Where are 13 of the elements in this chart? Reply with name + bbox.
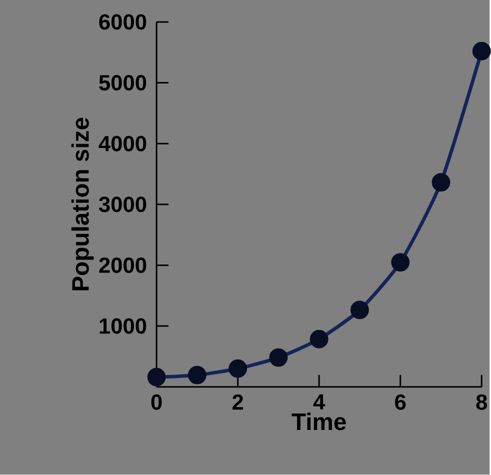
y-tick-label: 6000 (99, 14, 146, 30)
x-tick-label: 6 (395, 394, 406, 410)
y-tick-label: 5000 (99, 75, 146, 91)
x-tick-label: 0 (151, 394, 162, 410)
x-tick-label: 4 (313, 394, 326, 410)
y-tick-label: 3000 (98, 196, 146, 212)
x-axis-title: Time (292, 412, 346, 430)
y-tick-label: 2000 (99, 258, 146, 274)
y-tick-label: 4000 (98, 136, 146, 152)
x-tick-label: 8 (476, 394, 488, 410)
y-axis-title: Population size (71, 118, 94, 290)
y-tick-label: 1000 (100, 318, 146, 334)
x-tick-label: 2 (232, 394, 244, 410)
